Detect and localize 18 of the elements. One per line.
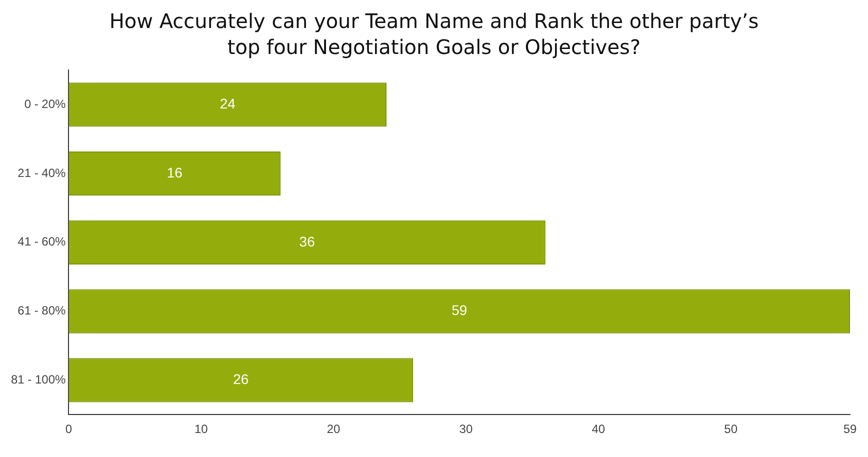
data-label: 16 [166, 164, 183, 180]
data-label: 26 [233, 371, 249, 388]
chart-title: How Accurately can your Team Name and Rank the other party’s top four Negotiation Goals or Objectives? [108, 8, 760, 60]
x-tick-label: 59 [843, 422, 857, 436]
x-tick-label: 0 [65, 422, 72, 436]
x-tick-label: 20 [326, 422, 341, 436]
x-tick-label: 10 [194, 422, 208, 436]
x-tick-label: 30 [459, 422, 473, 436]
y-tick-label: 21 - 40% [18, 166, 66, 180]
x-tick-label: 50 [724, 422, 738, 436]
y-tick-label: 61 - 80% [18, 304, 66, 318]
y-tick-label: 0 - 20% [24, 96, 66, 111]
y-tick-label: 41 - 60% [18, 234, 66, 249]
data-label: 59 [452, 302, 468, 318]
data-label: 36 [299, 233, 316, 250]
y-tick-label: 81 - 100% [11, 372, 66, 386]
x-tick-label: 40 [592, 422, 606, 436]
data-label: 24 [220, 96, 236, 112]
